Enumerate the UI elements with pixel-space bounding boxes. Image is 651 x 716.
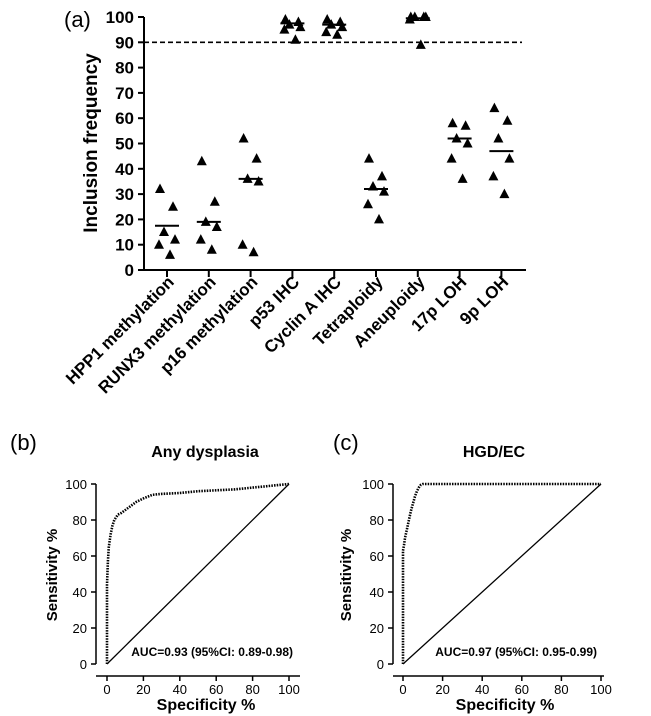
panel-a-y-tick-label: 70 [115,84,134,103]
panel-c-y-tick-label: 60 [370,549,384,564]
panel-a: (a) Inclusion frequency 0 10 20 30 40 50 60 70 8… [62,7,526,397]
panel-a-data-point [248,246,259,257]
panel-a-data-point [462,138,473,148]
panel-b: (b) Any dysplasia Sensitivity % Specific… [10,430,300,714]
panel-a-data-point [363,198,373,209]
panel-a-y-axis-label: Inclusion frequency [81,53,102,233]
panel-a-data-point [209,196,220,206]
panel-c-title: HGD/EC [463,444,526,461]
panel-a-data-point [165,249,175,259]
panel-b-y-tick-label: 0 [80,657,87,672]
panel-c-diagonal-reference-line [402,483,602,665]
panel-a-data-point [499,188,510,199]
panel-b-y-tick-label: 20 [73,621,87,636]
panel-b-y-tick-label: 40 [73,585,87,600]
panel-c-label: (c) [333,430,359,455]
panel-b-auc-annotation: AUC=0.93 (95%CI: 0.89-0.98) [131,645,293,659]
panel-b-title: Any dysplasia [151,444,259,461]
panel-a-data-point [488,170,499,181]
panel-a-data-point [206,244,217,254]
panel-a-data-point [489,102,500,113]
panel-a-data-point [457,173,468,183]
panel-a-data-point [379,186,389,196]
panel-a-data-point [290,34,301,44]
panel-b-y-tick-label: 80 [73,513,87,528]
panel-a-data-point [280,14,291,24]
panel-a-data-point [238,132,249,143]
panel-a-y-tick-label: 90 [115,33,134,52]
panel-b-label: (b) [10,430,37,455]
panel-c-y-tick-label: 20 [370,621,384,636]
panel-b-x-tick-label: 60 [209,682,223,697]
panel-c-x-tick-label: 80 [554,682,568,697]
panel-a-data-point [237,239,248,249]
panel-c-x-tick-label: 40 [475,682,489,697]
panel-c-roc-curve [401,482,601,664]
panel-a-data-point [502,115,513,125]
panel-a-data-point [279,24,290,34]
panel-b-y-tick-label: 60 [73,549,87,564]
panel-a-data-point [159,226,169,237]
panel-a-y-tick-label: 20 [115,210,134,229]
panel-b-x-tick-label: 80 [245,682,259,697]
panel-a-y-tick-label: 100 [106,8,134,27]
panel-c-auc-annotation: AUC=0.97 (95%CI: 0.95-0.99) [435,645,597,659]
panel-b-x-axis-label: Specificity % [157,697,256,714]
panel-a-data-point [493,132,504,143]
panel-b-x-tick-label: 100 [278,682,300,697]
panel-b-y-axis-label: Sensitivity % [44,529,61,622]
panel-a-data-point [377,170,387,181]
panel-a-y-tick-label: 40 [115,160,134,179]
panel-c-y-tick-label: 40 [370,585,384,600]
panel-c-x-tick-label: 0 [399,682,406,697]
panel-a-y-tick-label: 30 [115,185,134,204]
panel-c-y-tick-label: 100 [362,477,384,492]
panel-a-data-point [321,26,332,37]
panel-c: (c) HGD/EC Sensitivity % Specificity % 0… [333,430,612,714]
panel-c-y-tick-label: 80 [370,513,384,528]
panel-b-x-tick-label: 0 [103,682,110,697]
panel-a-data-point [195,234,206,244]
panel-a-data-point [460,120,471,130]
panel-a-data-point [447,117,458,128]
panel-c-x-tick-label: 60 [515,682,529,697]
panel-a-data-point [322,14,333,24]
panel-a-data-point [253,175,264,186]
panel-a-label: (a) [64,7,91,32]
panel-a-data-point [155,183,165,194]
panel-a-data-point [446,153,457,163]
panel-b-roc-curve [105,482,290,664]
panel-c-x-tick-label: 20 [435,682,449,697]
panel-a-data-point [374,213,384,224]
panel-c-y-axis-label: Sensitivity % [338,529,355,622]
panel-a-data-point [364,153,374,163]
panel-b-x-tick-label: 40 [173,682,187,697]
panel-a-data-point [211,221,222,231]
panel-a-y-tick-label: 60 [115,109,134,128]
panel-a-data-point [251,153,262,163]
panel-b-x-tick-label: 20 [136,682,150,697]
panel-a-y-tick-label: 0 [125,261,134,280]
panel-a-y-tick-label: 50 [115,135,134,154]
panel-a-data-point [504,153,515,163]
panel-b-diagonal-reference-line [106,483,290,665]
panel-a-data-point [170,234,180,244]
panel-a-data-point [332,29,343,39]
panel-a-data-point [168,201,178,211]
panel-a-data-point [295,21,306,32]
panel-a-data-point [337,21,348,32]
panel-b-y-tick-label: 100 [65,477,87,492]
panel-a-y-tick-label: 10 [115,236,134,255]
panel-a-y-tick-label: 80 [115,59,134,78]
panel-a-data-point [154,239,164,249]
panel-c-y-tick-label: 0 [377,657,384,672]
panel-c-x-tick-label: 100 [590,682,612,697]
panel-a-data-point [415,39,426,49]
panel-c-x-axis-label: Specificity % [456,697,555,714]
panel-a-data-point [196,155,207,166]
